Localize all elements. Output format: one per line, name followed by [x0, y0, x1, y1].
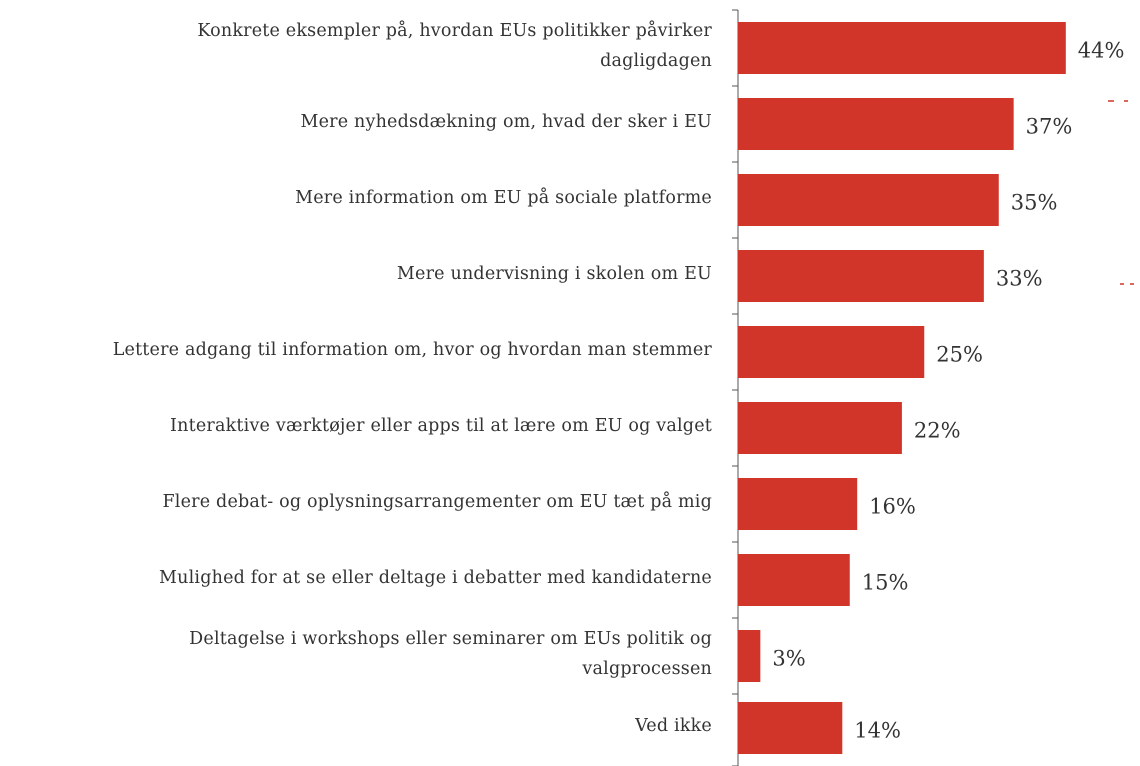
category-label: Mere undervisning i skolen om EU	[396, 264, 712, 284]
category-label: Flere debat- og oplysningsarrangementer …	[162, 492, 712, 512]
category-label: Ved ikke	[635, 716, 712, 736]
bar	[738, 22, 1066, 74]
value-label: 35%	[1011, 191, 1058, 215]
value-label: 33%	[996, 267, 1043, 291]
category-label: Konkrete eksempler på, hvordan EUs polit…	[197, 21, 712, 71]
bar	[738, 402, 902, 454]
bar	[738, 174, 999, 226]
value-label: 22%	[914, 419, 961, 443]
bar	[738, 630, 761, 682]
value-label: 44%	[1078, 39, 1125, 63]
value-label: 16%	[869, 495, 916, 519]
category-label: Interaktive værktøjer eller apps til at …	[170, 416, 712, 436]
category-label: Lettere adgang til information om, hvor …	[112, 340, 712, 360]
value-label: 15%	[862, 571, 909, 595]
bar	[738, 702, 843, 754]
bar	[738, 326, 925, 378]
category-label: Mulighed for at se eller deltage i debat…	[159, 568, 712, 588]
value-label: 37%	[1026, 115, 1073, 139]
bar	[738, 478, 858, 530]
bar	[738, 554, 850, 606]
category-label: Deltagelse i workshops eller seminarer o…	[189, 629, 712, 679]
value-label: 25%	[936, 343, 983, 367]
bar	[738, 98, 1014, 150]
value-label: 14%	[854, 719, 901, 743]
category-label: Mere nyhedsdækning om, hvad der sker i E…	[300, 112, 712, 132]
value-label: 3%	[772, 647, 805, 671]
category-label: Mere information om EU på sociale platfo…	[295, 188, 712, 208]
bar	[738, 250, 984, 302]
